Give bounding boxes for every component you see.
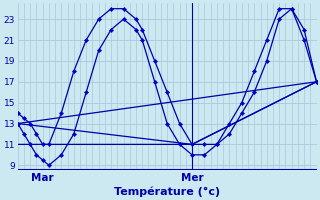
X-axis label: Température (°c): Température (°c) [114,186,220,197]
